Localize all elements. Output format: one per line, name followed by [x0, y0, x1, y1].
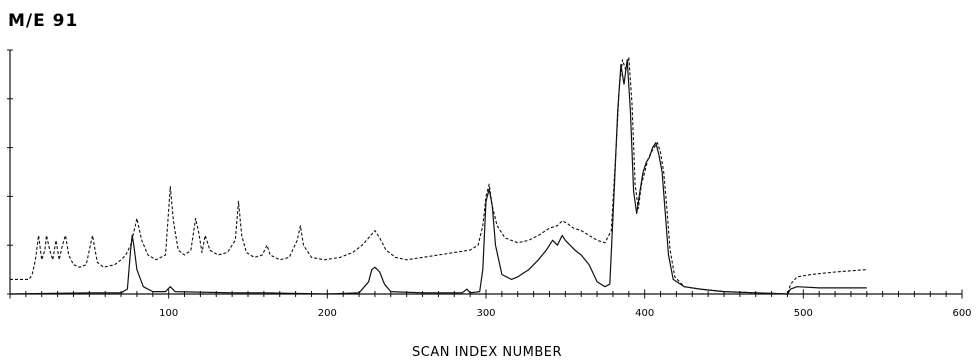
x-axis-title: SCAN INDEX NUMBER	[412, 345, 562, 360]
series-line-dashed	[10, 56, 867, 295]
x-tick-label: 300	[476, 308, 495, 319]
chart-title: M/E 91	[8, 11, 78, 31]
x-tick-label: 400	[635, 308, 654, 319]
series-line-solid	[9, 59, 867, 295]
axes	[7, 49, 963, 299]
x-tick-label: 100	[159, 308, 178, 319]
x-tick-label: 500	[794, 308, 813, 319]
series-layer	[9, 56, 867, 295]
x-tick-label: 600	[952, 308, 971, 319]
x-tick-label: 200	[318, 308, 337, 319]
x-tick-labels: 100 200 300 400 500 600	[159, 308, 971, 319]
